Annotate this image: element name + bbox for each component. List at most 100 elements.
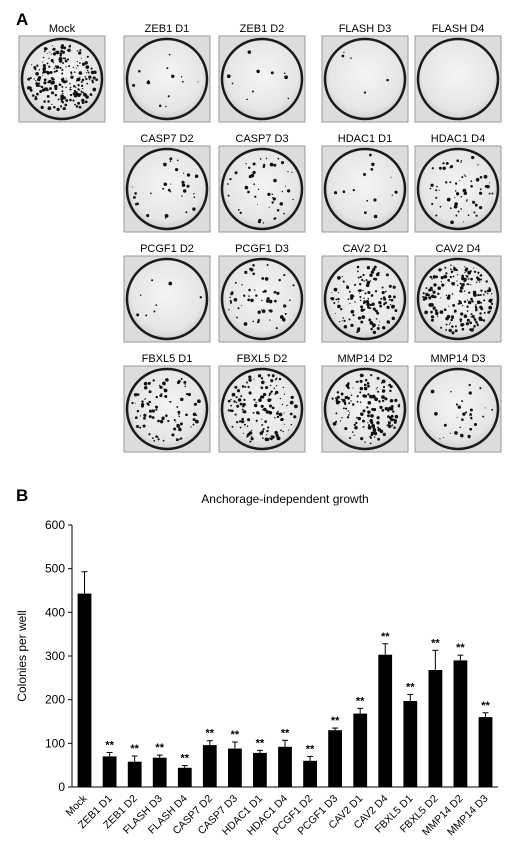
colony-dot	[367, 290, 371, 295]
colony-dot	[456, 274, 459, 276]
colony-dot	[64, 59, 68, 63]
colony-dot	[466, 310, 469, 312]
colony-dot	[262, 222, 265, 224]
colony-dot	[248, 378, 252, 382]
colony-dot	[491, 192, 494, 195]
colony-dot	[162, 381, 166, 386]
colony-dot	[486, 184, 490, 189]
colony-dot	[367, 393, 370, 396]
colony-dot	[366, 280, 371, 285]
colony-dot	[335, 298, 338, 301]
colony-dot	[258, 398, 262, 403]
colony-dot	[31, 64, 33, 66]
colony-dot	[261, 409, 263, 411]
colony-dot	[229, 409, 233, 412]
colony-dot	[42, 67, 46, 71]
colony-dot	[443, 423, 447, 427]
colony-dot	[67, 48, 71, 53]
colony-dot	[91, 79, 94, 82]
colony-dot	[276, 415, 280, 419]
significance-label: **	[231, 729, 240, 741]
colony-dot	[169, 400, 172, 403]
colony-dot	[91, 81, 94, 84]
colony-dot	[353, 423, 356, 427]
colony-dot	[469, 321, 473, 325]
colony-dot	[383, 303, 386, 306]
colony-dot	[365, 283, 370, 288]
colony-dot	[159, 419, 164, 424]
colony-dot	[167, 95, 170, 98]
colony-dot	[341, 416, 343, 419]
colony-dot	[139, 294, 142, 296]
colony-dot	[459, 426, 461, 429]
colony-dot	[360, 436, 364, 441]
colony-dot	[370, 420, 372, 422]
colony-dot	[475, 177, 480, 182]
colony-dot	[359, 391, 362, 394]
colony-dot	[374, 309, 377, 312]
well-label: PCGF1 D3	[235, 243, 289, 255]
colony-dot	[178, 427, 182, 432]
colony-dot	[61, 85, 64, 88]
colony-dot	[85, 65, 90, 69]
colony-dot	[167, 419, 170, 423]
colony-dot	[440, 280, 443, 283]
well-label: HDAC1 D1	[338, 133, 392, 145]
colony-dot	[144, 398, 146, 400]
colony-dot	[47, 100, 50, 103]
well-label: ZEB1 D1	[145, 23, 190, 35]
colony-dot	[252, 162, 256, 166]
colony-dot	[388, 424, 392, 429]
colony-dot	[271, 201, 274, 204]
significance-label: **	[306, 743, 315, 755]
colony-dot	[197, 399, 201, 404]
colony-dot	[466, 318, 470, 322]
colony-dot	[169, 190, 172, 193]
bar-fbxl5-d1	[403, 701, 418, 787]
colony-dot	[65, 100, 67, 102]
colony-dot	[253, 398, 256, 401]
colony-dot	[81, 101, 85, 104]
colony-dot	[341, 398, 343, 401]
colony-dot	[476, 322, 478, 324]
colony-dot	[389, 406, 392, 410]
colony-dot	[447, 278, 450, 282]
colony-dot	[265, 299, 270, 303]
colony-dot	[466, 305, 469, 308]
colony-dot	[235, 396, 238, 399]
colony-dot	[469, 408, 473, 412]
colony-dot	[247, 190, 250, 194]
colony-dot	[64, 103, 68, 107]
colony-dot	[376, 311, 380, 315]
colony-dot	[369, 280, 372, 282]
well-label: FLASH D3	[339, 23, 392, 35]
colony-dot	[46, 94, 50, 98]
colony-dot	[456, 280, 458, 282]
colony-dot	[463, 314, 468, 318]
colony-dot	[288, 299, 291, 302]
colony-dot	[243, 423, 246, 426]
colony-dot	[463, 221, 465, 223]
colony-dot	[68, 65, 71, 68]
colony-dot	[60, 44, 64, 48]
colony-dot	[169, 157, 173, 161]
colony-dot	[27, 77, 31, 81]
colony-dot	[269, 162, 274, 167]
colony-dot	[50, 91, 55, 95]
colony-dot	[339, 420, 342, 422]
colony-dot	[95, 78, 98, 82]
bar-hdac1-d4	[278, 746, 292, 787]
colony-dot	[448, 305, 450, 307]
colony-dot	[62, 57, 65, 60]
colony-dot	[249, 440, 252, 443]
colony-dot	[455, 192, 460, 196]
colony-dot	[342, 398, 346, 403]
colony-dot	[453, 309, 457, 313]
colony-dot	[256, 320, 260, 324]
colony-dot	[381, 395, 385, 399]
colony-dot	[283, 393, 286, 395]
colony-dot	[435, 189, 438, 192]
bar-cav2-d4	[378, 654, 393, 787]
colony-dot	[136, 425, 139, 428]
colony-dot	[59, 52, 63, 55]
